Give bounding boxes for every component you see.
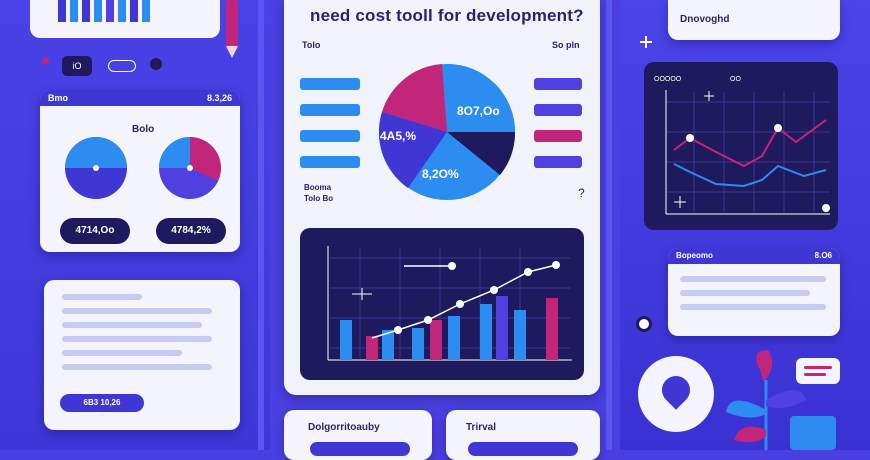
card-header-left: Bopeomo xyxy=(676,251,713,260)
center-card: need cost tooll for development? Tolo So… xyxy=(284,0,600,395)
legend-chip xyxy=(534,104,582,116)
chat-bubble-icon xyxy=(796,358,840,384)
legend-chip xyxy=(300,78,360,90)
text-line xyxy=(62,308,212,314)
right-chart-label: OO xyxy=(730,76,741,83)
plant-illustration xyxy=(726,350,836,450)
record-icon xyxy=(150,58,162,70)
legend-chip xyxy=(534,156,582,168)
chat-badge-label: iO xyxy=(72,61,82,71)
pie-label-bottom: 8,2O% xyxy=(422,167,459,181)
card-header: Bmo 8.3,26 xyxy=(40,90,240,106)
right-info-card: Bopeomo 8.O6 xyxy=(668,248,840,336)
bottom-card[interactable]: Dolgorritoauby xyxy=(284,410,432,460)
main-pie-chart: 8O7,Oo 4A5,% 8,2O% xyxy=(378,64,516,200)
pencil-icon xyxy=(226,0,238,60)
right-top-card: Dnovoghd xyxy=(668,0,840,40)
text-line xyxy=(680,276,826,282)
bottom-card-bar xyxy=(310,442,410,456)
bottom-card-bar xyxy=(468,442,578,456)
legend-chip xyxy=(534,130,582,142)
pie-chart-small xyxy=(65,137,127,199)
legend-line2: Tolo Bo xyxy=(304,194,334,203)
bar-line-chart-svg xyxy=(327,246,572,361)
pie-label-left: 4A5,% xyxy=(380,129,416,143)
toggle-icon[interactable] xyxy=(108,60,136,72)
text-line xyxy=(62,350,182,356)
legend-line1: Booma xyxy=(304,183,332,192)
right-top-title: Dnovoghd xyxy=(680,14,730,25)
right-line-chart: OOOOO OO xyxy=(644,62,838,230)
legend-chip xyxy=(300,130,360,142)
bar xyxy=(118,0,126,22)
bottom-card-title: Dolgorritoauby xyxy=(308,422,380,433)
label-left: Tolo xyxy=(302,40,321,50)
card-header-right: 8.O6 xyxy=(814,251,832,260)
right-line-chart-svg xyxy=(665,90,830,215)
left-pie-card: Bmo 8.3,26 Bolo 4714,Oo 4784,2% xyxy=(40,90,240,252)
value-pill[interactable]: 4714,Oo xyxy=(60,218,130,244)
card-header: Bopeomo 8.O6 xyxy=(668,248,840,264)
bottom-pill[interactable]: 6B3 10,26 xyxy=(60,394,144,412)
card-header-right: 8.3,26 xyxy=(206,93,232,103)
pie-label-top: 8O7,Oo xyxy=(457,104,500,118)
card-header-left: Bmo xyxy=(48,93,68,103)
plus-icon xyxy=(640,36,652,48)
pie-chart-small xyxy=(159,137,221,199)
text-line xyxy=(680,304,826,310)
text-line xyxy=(62,294,142,300)
bar xyxy=(142,0,150,22)
bar xyxy=(94,0,102,22)
location-icon xyxy=(656,370,696,410)
chat-badge[interactable]: iO xyxy=(62,56,92,76)
left-text-card: 6B3 10,26 xyxy=(44,280,240,430)
bar xyxy=(130,0,138,22)
bar xyxy=(82,0,90,22)
top-bar-card xyxy=(30,0,220,38)
legend-chip xyxy=(300,104,360,116)
page-title: need cost tooll for development? xyxy=(310,6,584,25)
divider xyxy=(258,0,264,450)
divider xyxy=(606,0,612,450)
question-icon: ? xyxy=(578,186,585,200)
text-line xyxy=(62,322,202,328)
location-badge[interactable] xyxy=(638,356,714,432)
bottom-card-title: Trirval xyxy=(466,422,497,433)
card-title: Bolo xyxy=(132,124,155,135)
bar xyxy=(58,0,66,22)
text-line xyxy=(62,336,212,342)
bar-line-chart xyxy=(300,228,584,380)
dot-icon xyxy=(42,57,49,64)
pin-icon[interactable] xyxy=(636,316,652,332)
text-line xyxy=(680,290,810,296)
text-line xyxy=(62,364,212,370)
label-right: So pln xyxy=(552,40,580,50)
right-chart-label: OOOOO xyxy=(654,76,682,83)
bar xyxy=(106,0,114,22)
value-pill[interactable]: 4784,2% xyxy=(156,218,226,244)
legend-chip xyxy=(300,156,360,168)
bottom-card[interactable]: Trirval xyxy=(446,410,600,460)
legend-chip xyxy=(534,78,582,90)
bar xyxy=(70,0,78,22)
